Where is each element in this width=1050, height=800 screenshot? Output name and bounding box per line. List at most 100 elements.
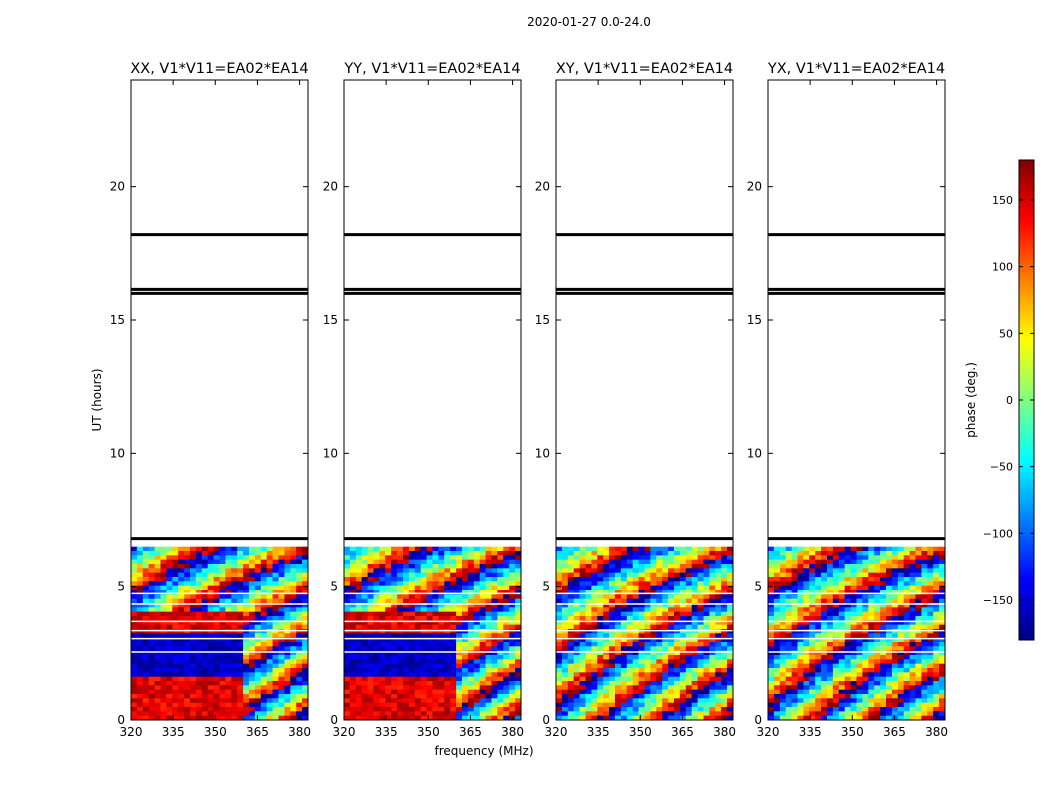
heatmap-cell bbox=[715, 546, 722, 552]
heatmap-cell bbox=[266, 637, 273, 643]
heatmap-cell bbox=[891, 551, 899, 556]
heatmap-cell bbox=[456, 603, 463, 608]
heatmap-cell bbox=[190, 698, 197, 704]
heatmap-cell bbox=[668, 564, 675, 569]
heatmap-cell bbox=[844, 555, 851, 561]
heatmap-cell bbox=[142, 715, 150, 721]
heatmap-cell bbox=[231, 707, 238, 712]
heatmap-cell bbox=[260, 564, 268, 569]
heatmap-cell bbox=[703, 555, 710, 561]
heatmap-cell bbox=[302, 633, 309, 639]
heatmap-cell bbox=[154, 598, 161, 604]
heatmap-cell bbox=[373, 568, 380, 574]
heatmap-cell bbox=[862, 603, 869, 608]
heatmap-cell bbox=[638, 616, 645, 621]
heatmap-cell bbox=[933, 555, 940, 561]
heatmap-cell bbox=[456, 611, 463, 617]
heatmap-cell bbox=[821, 568, 828, 574]
heatmap-cell bbox=[178, 564, 185, 569]
heatmap-cell bbox=[626, 668, 634, 673]
heatmap-cell bbox=[391, 546, 398, 552]
heatmap-cell bbox=[302, 711, 309, 717]
heatmap-cell bbox=[142, 672, 150, 678]
heatmap-cell bbox=[585, 681, 592, 686]
heatmap-cell bbox=[503, 650, 510, 656]
heatmap-cell bbox=[927, 581, 934, 587]
heatmap-cell bbox=[638, 655, 645, 660]
heatmap-cell bbox=[827, 594, 834, 600]
heatmap-cell bbox=[379, 564, 386, 569]
heatmap-cell bbox=[302, 564, 309, 569]
heatmap-cell bbox=[184, 594, 191, 600]
heatmap-cell bbox=[815, 616, 822, 621]
heatmap-cell bbox=[591, 590, 598, 595]
heatmap-cell bbox=[821, 685, 828, 691]
heatmap-cell bbox=[880, 603, 887, 608]
heatmap-cell bbox=[355, 555, 363, 561]
heatmap-cell bbox=[697, 624, 704, 630]
heatmap-cell bbox=[874, 672, 881, 678]
heatmap-cell bbox=[397, 681, 404, 686]
heatmap-cell bbox=[367, 689, 374, 695]
heatmap-cell bbox=[491, 646, 498, 652]
heatmap-cell bbox=[172, 650, 179, 656]
heatmap-cell bbox=[827, 642, 834, 647]
heatmap-cell bbox=[656, 715, 663, 721]
heatmap-cell bbox=[556, 676, 563, 682]
heatmap-cell bbox=[438, 594, 445, 600]
heatmap-cell bbox=[485, 607, 492, 613]
heatmap-cell bbox=[260, 594, 268, 600]
heatmap-cell bbox=[385, 546, 392, 552]
heatmap-cell bbox=[361, 611, 368, 617]
heatmap-cell bbox=[201, 698, 209, 704]
heatmap-cell bbox=[632, 607, 639, 613]
heatmap-cell bbox=[391, 607, 398, 613]
heatmap-cell bbox=[638, 676, 645, 682]
heatmap-cell bbox=[715, 577, 722, 582]
heatmap-cell bbox=[791, 546, 798, 552]
heatmap-cell bbox=[597, 624, 604, 630]
heatmap-cell bbox=[403, 694, 410, 699]
heatmap-cell bbox=[260, 642, 268, 647]
heatmap-cell bbox=[190, 633, 197, 639]
heatmap-cell bbox=[408, 672, 416, 678]
heatmap-cell bbox=[391, 694, 398, 699]
heatmap-cell bbox=[254, 707, 262, 712]
heatmap-cell bbox=[709, 568, 716, 574]
heatmap-cell bbox=[284, 698, 291, 704]
heatmap-cell bbox=[632, 616, 639, 621]
heatmap-cell bbox=[403, 555, 410, 561]
heatmap-cell bbox=[579, 572, 586, 578]
heatmap-cell bbox=[903, 685, 910, 691]
heatmap-cell bbox=[178, 633, 185, 639]
heatmap-cell bbox=[662, 676, 669, 682]
heatmap-cell bbox=[644, 581, 651, 587]
heatmap-cell bbox=[479, 568, 486, 574]
heatmap-cell bbox=[178, 650, 185, 656]
heatmap-cell bbox=[844, 685, 851, 691]
heatmap-cell bbox=[349, 637, 357, 643]
heatmap-cell bbox=[195, 685, 203, 691]
heatmap-cell bbox=[827, 668, 834, 673]
heatmap-cell bbox=[703, 681, 710, 686]
heatmap-cell bbox=[579, 637, 586, 643]
heatmap-cell bbox=[190, 681, 197, 686]
heatmap-cell bbox=[803, 611, 810, 617]
heatmap-cell bbox=[254, 642, 262, 647]
heatmap-cell bbox=[827, 663, 834, 669]
heatmap-cell bbox=[832, 702, 840, 708]
heatmap-cell bbox=[403, 698, 410, 704]
heatmap-cell bbox=[850, 681, 857, 686]
heatmap-cell bbox=[349, 594, 357, 600]
heatmap-cell bbox=[679, 607, 687, 613]
heatmap-cell bbox=[650, 633, 657, 639]
heatmap-cell bbox=[456, 572, 463, 578]
heatmap-cell bbox=[773, 681, 781, 686]
heatmap-cell bbox=[844, 551, 851, 556]
heatmap-cell bbox=[721, 685, 728, 691]
heatmap-cell bbox=[290, 668, 297, 673]
heatmap-cell bbox=[456, 590, 463, 595]
heatmap-cell bbox=[556, 702, 563, 708]
heatmap-cell bbox=[266, 650, 273, 656]
heatmap-cell bbox=[207, 611, 214, 617]
